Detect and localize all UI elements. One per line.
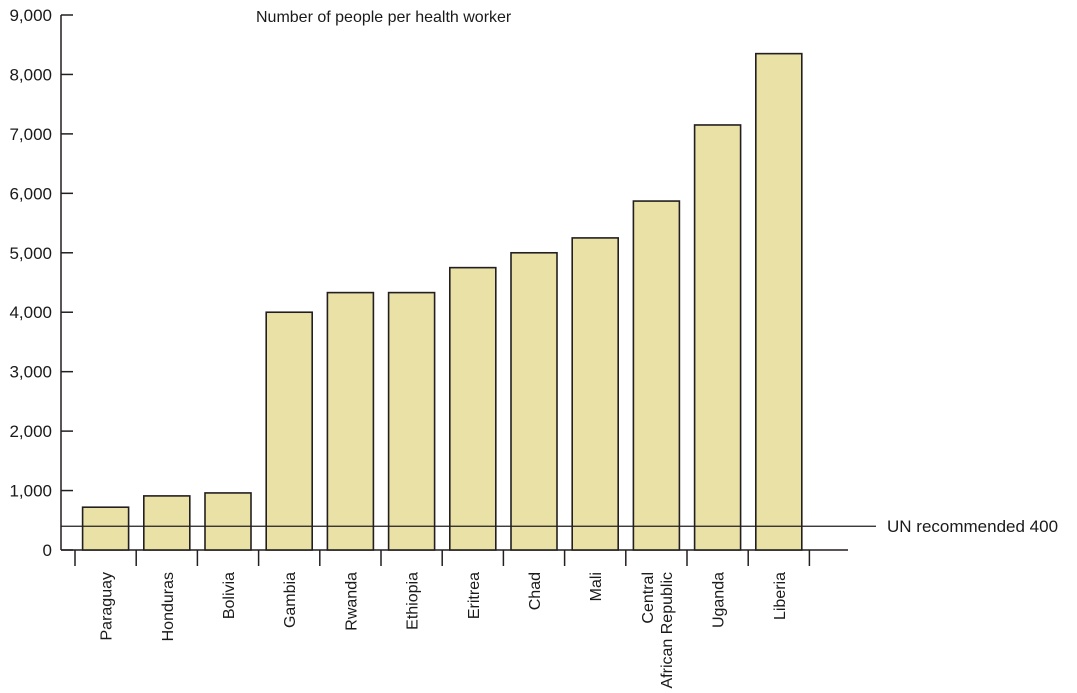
y-tick-label: 0 xyxy=(43,541,52,560)
bars xyxy=(81,52,803,551)
y-tick-label: 1,000 xyxy=(9,482,52,501)
category-label: Ethiopia xyxy=(405,572,422,630)
y-tick-label: 7,000 xyxy=(9,125,52,144)
y-tick-label: 4,000 xyxy=(9,303,52,322)
category-label: Central xyxy=(640,572,657,624)
reference-line-label: UN recommended 400 xyxy=(887,517,1058,536)
reference-line-group: UN recommended 400 xyxy=(61,517,1058,536)
bar-uganda xyxy=(693,124,742,551)
chart-title: Number of people per health worker xyxy=(256,9,512,26)
bar-gambia xyxy=(265,311,314,551)
bar-ethiopia xyxy=(387,291,436,551)
y-axis: 0 1,000 2,000 3,000 4,000 5,000 6,000 7,000 8,00… xyxy=(9,6,73,560)
category-label: Liberia xyxy=(772,572,789,620)
bar-rwanda xyxy=(326,291,375,551)
category-labels: Paraguay Honduras Bolivia Gambia Rwanda Ethio… xyxy=(99,572,789,689)
bar-chad xyxy=(510,251,558,551)
bar-eritrea xyxy=(448,266,497,551)
category-label: Uganda xyxy=(711,572,728,628)
bar-liberia xyxy=(754,52,803,551)
category-label: Paraguay xyxy=(99,572,116,641)
bar-mali xyxy=(571,237,620,551)
y-tick-label: 9,000 xyxy=(9,6,52,25)
y-tick-label: 6,000 xyxy=(9,184,52,203)
category-label: African Republic xyxy=(659,572,676,689)
bar-honduras xyxy=(143,495,191,551)
y-tick-label: 2,000 xyxy=(9,422,52,441)
bar-paraguay xyxy=(81,506,130,551)
category-label: Bolivia xyxy=(221,572,238,619)
y-tick-label: 5,000 xyxy=(9,244,52,263)
category-label: Chad xyxy=(527,572,544,610)
y-tick-label: 8,000 xyxy=(9,65,52,84)
y-tick-label: 3,000 xyxy=(9,363,52,382)
category-label: Gambia xyxy=(282,572,299,628)
x-axis xyxy=(61,549,848,566)
category-label: Rwanda xyxy=(343,572,360,631)
bar-bolivia xyxy=(204,492,252,551)
category-label: Honduras xyxy=(160,572,177,641)
category-label: Mali xyxy=(588,572,605,601)
category-label: Eritrea xyxy=(466,572,483,619)
bar-central-african-republic xyxy=(632,200,681,551)
